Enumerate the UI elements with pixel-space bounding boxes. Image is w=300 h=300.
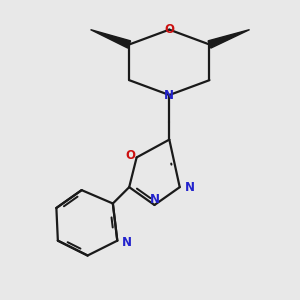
Text: N: N <box>164 89 174 102</box>
Polygon shape <box>208 30 250 48</box>
Text: O: O <box>125 149 135 162</box>
Text: N: N <box>122 236 132 249</box>
Text: N: N <box>185 181 195 194</box>
Polygon shape <box>91 30 130 48</box>
Text: N: N <box>149 193 160 206</box>
Text: O: O <box>164 22 174 35</box>
